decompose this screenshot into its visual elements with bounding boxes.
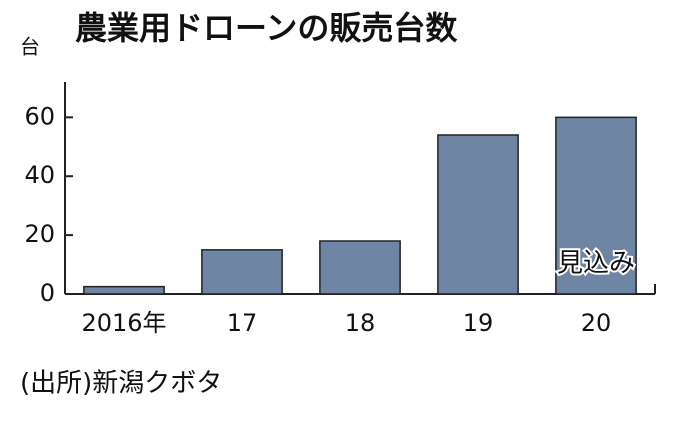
annotation: 見込み [557, 249, 635, 279]
bar [83, 285, 165, 295]
y-tick-label: 60 [24, 102, 55, 130]
x-tick-label: 2016年 [81, 309, 166, 337]
bar [555, 116, 637, 295]
source: (出所)新潟クボタ [20, 369, 222, 399]
x-tick-label: 19 [463, 309, 494, 337]
y-unit: 台 [20, 35, 40, 59]
y-tick-label: 20 [24, 220, 55, 248]
x-tick-label: 18 [345, 309, 376, 337]
bar [201, 249, 283, 295]
bar [319, 240, 401, 295]
bar [437, 134, 519, 295]
x-tick-label: 17 [227, 309, 258, 337]
x-tick-label: 20 [581, 309, 612, 337]
chart-title: 農業用ドローンの販売台数 [75, 9, 458, 47]
y-tick-label: 0 [40, 279, 55, 307]
y-tick-label: 40 [24, 161, 55, 189]
